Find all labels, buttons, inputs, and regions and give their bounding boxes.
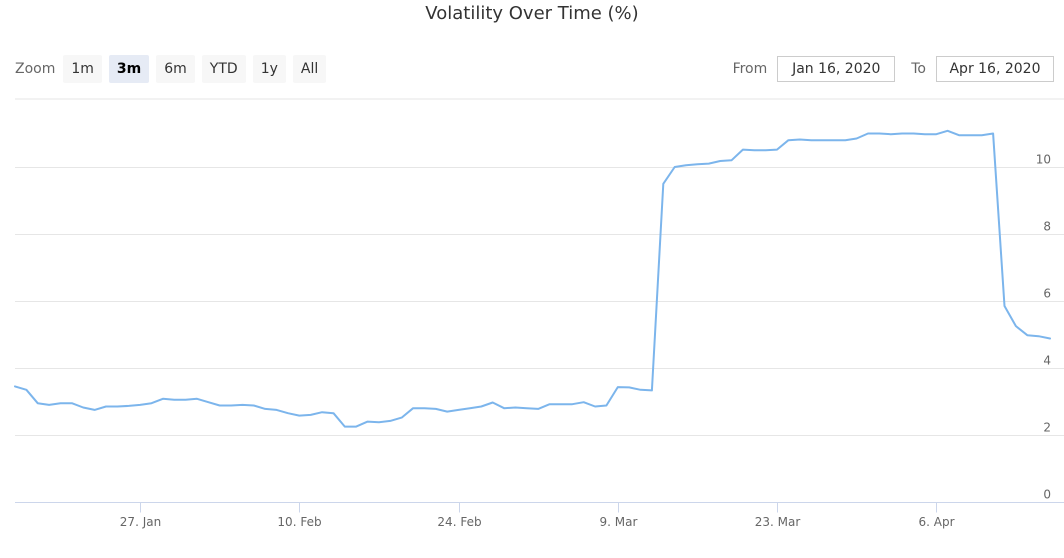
y-tick-label: 8 [1043,220,1051,234]
zoom-label: Zoom [15,61,56,77]
to-date-input[interactable] [936,56,1054,82]
x-tick-label: 9. Mar [600,515,638,529]
grid-lines [15,98,1064,436]
y-tick-label: 6 [1043,287,1051,301]
zoom-3m-button[interactable]: 3m [108,55,150,83]
series-layer [14,129,1051,428]
y-tick-label: 2 [1043,421,1051,435]
date-range-selector: From To [733,55,1054,83]
to-label: To [911,61,926,77]
zoom-1m-button[interactable]: 1m [63,55,102,83]
x-tick-label: 23. Mar [755,515,801,529]
y-tick-label: 0 [1043,488,1051,502]
axes: 0 2 4 6 8 10 27. Jan 10. Feb 24. Feb 9. Mar 23. Ma… [15,153,1064,529]
x-tick-label: 27. Jan [120,515,161,529]
x-tick-label: 24. Feb [437,515,481,529]
zoom-all-button[interactable]: All [292,55,327,83]
from-date-input[interactable] [777,56,896,82]
chart-title: Volatility Over Time (%) [425,3,639,24]
y-tick-label: 10 [1036,153,1051,167]
zoom-selector: Zoom 1m 3m 6m YTD 1y All [15,55,333,83]
from-label: From [732,61,768,77]
zoom-ytd-button[interactable]: YTD [201,55,246,83]
zoom-6m-button[interactable]: 6m [156,55,195,83]
volatility-series-line [14,129,1051,428]
y-tick-label: 4 [1043,354,1051,368]
x-tick-label: 6. Apr [918,515,954,529]
x-tick-label: 10. Feb [277,515,321,529]
zoom-1y-button[interactable]: 1y [252,55,286,83]
